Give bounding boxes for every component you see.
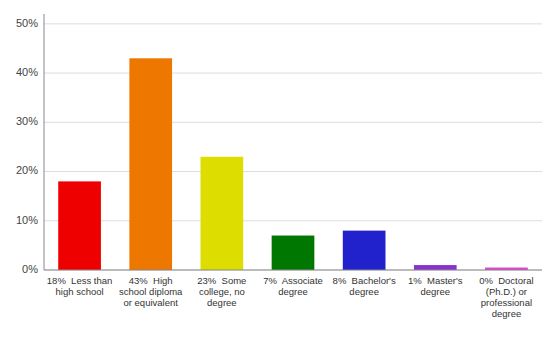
x-tick-label-line: 18% Less than <box>47 275 113 286</box>
x-tick-label-line: degree <box>207 297 237 308</box>
y-tick-label: 10% <box>16 214 38 226</box>
grid-line <box>44 23 542 24</box>
x-tick-label-line: 23% Some <box>197 275 246 286</box>
y-tick-label: 40% <box>16 66 38 78</box>
y-axis-line <box>44 14 45 270</box>
x-tick-label-line: high school <box>56 286 104 297</box>
bar <box>414 265 457 270</box>
x-tick-label-line: or equivalent <box>124 297 179 308</box>
x-tick-label: 7% Associatedegree <box>263 275 323 297</box>
grid <box>44 24 542 270</box>
x-tick-label-line: degree <box>278 286 308 297</box>
grid-line <box>44 122 542 123</box>
x-tick-label: 43% Highschool diplomaor equivalent <box>119 275 183 308</box>
x-tick-label-line: 0% Doctoral <box>479 275 533 286</box>
grid-line <box>44 171 542 172</box>
x-tick-label-line: degree <box>492 308 522 319</box>
x-tick-label-line: 7% Associate <box>263 275 323 286</box>
chart-svg: 0% 10% 20% 30% 40% 50% 18% Less thanhigh schoo… <box>0 0 550 350</box>
bar <box>58 181 101 270</box>
x-tick-label-line: professional <box>481 297 532 308</box>
x-tick-label: 8% Bachelor'sdegree <box>333 275 396 297</box>
x-tick-label: 1% Master'sdegree <box>408 275 463 297</box>
bar <box>343 231 386 270</box>
bar <box>272 236 315 270</box>
grid-line <box>44 220 542 221</box>
x-tick-label-line: 1% Master's <box>408 275 463 286</box>
x-tick-label: 18% Less thanhigh school <box>47 275 113 297</box>
grid-line <box>44 270 542 271</box>
x-tick-label-line: 43% High <box>129 275 173 286</box>
y-tick-label: 50% <box>16 17 38 29</box>
bar <box>201 157 244 270</box>
x-tick-label-line: college, no <box>199 286 245 297</box>
x-tick-label-line: school diploma <box>119 286 183 297</box>
chart-container: 0% 10% 20% 30% 40% 50% 18% Less thanhigh schoo… <box>0 0 550 350</box>
x-tick-label: 0% Doctoral(Ph.D.) orprofessionaldegree <box>479 275 533 319</box>
bars <box>58 58 528 270</box>
grid-line <box>44 73 542 74</box>
y-tick-label: 20% <box>16 164 38 176</box>
x-axis-line <box>44 270 542 271</box>
x-tick-label: 23% Somecollege, nodegree <box>197 275 246 308</box>
x-tick-label-line: degree <box>349 286 379 297</box>
x-tick-label-line: (Ph.D.) or <box>486 286 527 297</box>
y-tick-label: 0% <box>22 263 38 275</box>
y-tick-label: 30% <box>16 115 38 127</box>
x-tick-label-line: 8% Bachelor's <box>333 275 396 286</box>
x-tick-label-line: degree <box>420 286 450 297</box>
bar <box>129 58 172 270</box>
